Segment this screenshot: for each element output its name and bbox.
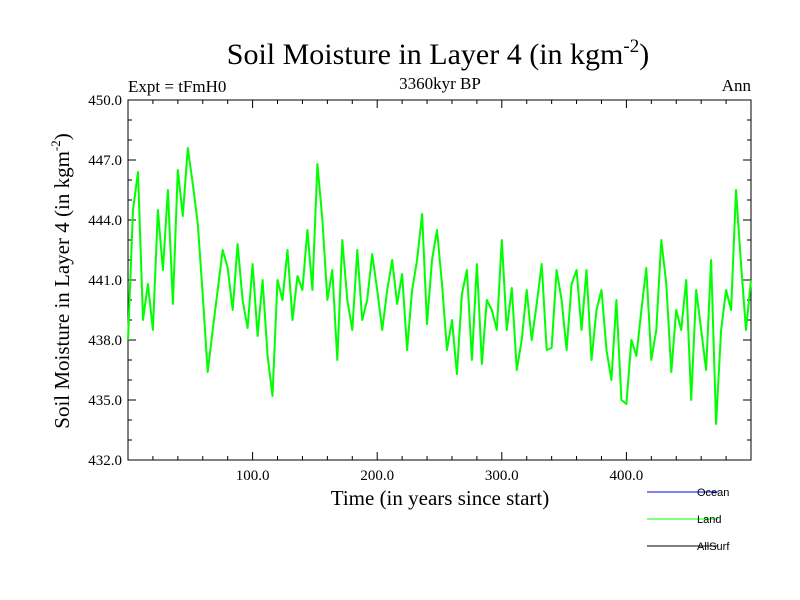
legend-label-allsurf: AllSurf	[697, 541, 730, 553]
legend-label-ocean: Ocean	[697, 487, 729, 499]
y-tick-label: 441.0	[88, 273, 122, 289]
legend-label-land: Land	[697, 514, 721, 526]
x-tick-label: 400.0	[610, 468, 644, 484]
chart-title: Soil Moisture in Layer 4 (in kgm-2)	[227, 36, 649, 71]
experiment-label: Expt = tFmH0	[128, 77, 226, 96]
plot-frame	[127, 99, 752, 461]
y-tick-label: 438.0	[88, 333, 122, 349]
series-line-land	[127, 147, 752, 425]
x-axis-label: Time (in years since start)	[331, 486, 550, 510]
chart-subtitle: 3360kyr BP	[399, 74, 481, 93]
x-tick-label: 100.0	[236, 468, 270, 484]
y-tick-label: 450.0	[88, 93, 122, 109]
y-tick-label: 432.0	[88, 453, 122, 469]
chart-title-superscript: -2	[623, 36, 639, 57]
y-tick-label: 447.0	[88, 153, 122, 169]
y-axis-label-close: )	[50, 133, 74, 140]
x-tick-label: 300.0	[485, 468, 519, 484]
x-axis: 100.0 200.0 300.0 400.0	[152, 100, 727, 484]
season-label: Ann	[722, 76, 752, 95]
y-axis: 432.0 435.0 438.0 441.0 444.0 447.0 450.0	[88, 93, 751, 469]
y-tick-label: 435.0	[88, 393, 122, 409]
y-axis-label: Soil Moisture in Layer 4 (in kgm-2)	[48, 133, 74, 428]
y-tick-label: 444.0	[88, 213, 122, 229]
y-axis-label-superscript: -2	[48, 140, 63, 151]
legend: Ocean Land AllSurf	[647, 487, 730, 553]
chart-title-close: )	[639, 38, 649, 71]
x-tick-label: 200.0	[360, 468, 394, 484]
